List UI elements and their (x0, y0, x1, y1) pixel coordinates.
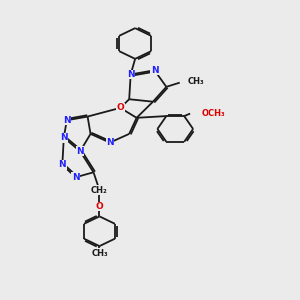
Text: N: N (58, 160, 66, 169)
Text: CH₂: CH₂ (91, 186, 108, 195)
Text: N: N (127, 70, 134, 79)
Text: OCH₃: OCH₃ (202, 109, 226, 118)
Text: CH₃: CH₃ (187, 77, 204, 86)
Text: CH₃: CH₃ (91, 248, 108, 257)
Text: N: N (151, 66, 158, 75)
Text: N: N (72, 173, 80, 182)
Text: N: N (76, 147, 84, 156)
Text: N: N (106, 138, 114, 147)
Text: O: O (96, 202, 103, 211)
Text: N: N (60, 133, 68, 142)
Text: N: N (63, 116, 70, 125)
Text: O: O (116, 103, 124, 112)
